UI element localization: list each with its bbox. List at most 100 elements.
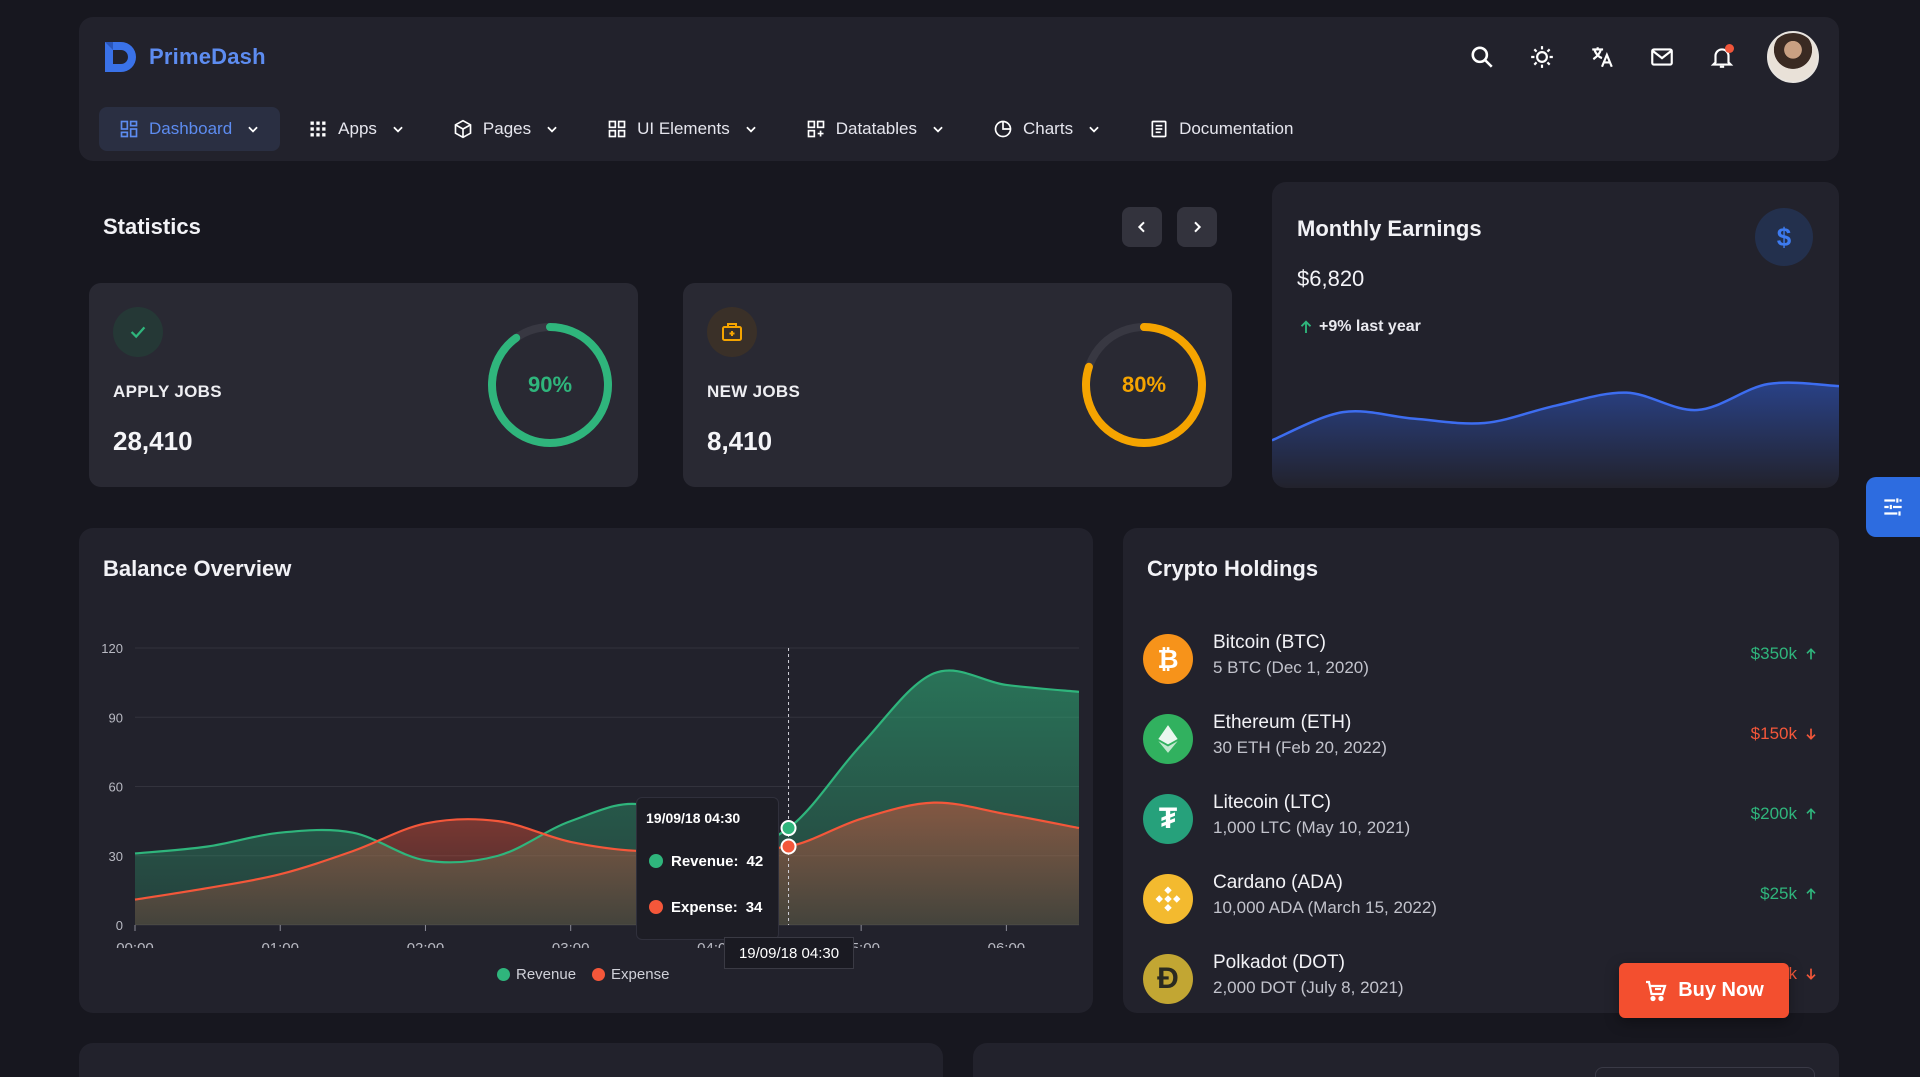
earnings-title: Monthly Earnings [1297,216,1482,241]
stat-label: APPLY JOBS [113,382,222,401]
crypto-title: Crypto Holdings [1147,556,1319,581]
logo[interactable]: PrimeDash [101,38,266,76]
x-tick-label: 06:00 [988,940,1026,948]
arrow-down-icon [1806,968,1816,980]
crosshair-label: 19/09/18 04:30 [724,937,854,969]
tooltip-value: 42 [746,852,764,870]
earnings-amount: $6,820 [1297,266,1365,291]
nav-item-documentation[interactable]: Documentation [1129,107,1313,151]
y-tick-label: 120 [101,641,123,656]
nav-item-datatables[interactable]: Datatables [786,107,965,151]
translate-icon[interactable] [1587,42,1617,72]
list-item[interactable]: ₮ Litecoin (LTC) 1,000 LTC (May 10, 2021… [1143,780,1819,850]
dollar-icon: $ [1755,208,1813,266]
expense-marker[interactable] [780,838,797,855]
percent-label: 80% [1121,372,1167,397]
revenue-dot [649,854,663,868]
chevron-right-icon [1194,221,1202,233]
coin-name: Polkadot (DOT) [1213,952,1345,973]
x-tick-label: 04:00 [697,940,735,948]
coin-detail: 2,000 DOT (July 8, 2021) [1213,978,1404,997]
balance-overview-card: Balance Overview 0 30 60 90 120 00:00 01:00 02:… [79,528,1093,1013]
nav-label: Pages [482,119,532,138]
y-tick-label: 60 [109,780,123,795]
nav-item-charts[interactable]: Charts [973,107,1121,151]
arrow-up-icon [1300,320,1312,333]
coin-value-text: $350k [1750,644,1797,663]
tooltip-value: 34 [745,898,763,916]
settings-panel-toggle[interactable] [1866,477,1920,537]
expense-line [134,801,1080,901]
y-tick-label: 90 [109,710,123,725]
crypto-holdings-card: Crypto Holdings ₿ Bitcoin (BTC) 5 BTC (D… [1123,528,1839,1013]
avatar[interactable] [1767,31,1819,83]
arrow-down-icon [1806,728,1816,740]
coin-value: $150k [1751,724,1819,744]
tooltip-label: Expense: [671,898,738,916]
y-tick-label: 30 [109,849,123,864]
sparkline-line [1272,381,1839,442]
sparkline-area [1272,382,1839,488]
table-icon [807,120,825,138]
main-nav: Dashboard Apps Pages UI Elements Datatab… [99,107,1313,151]
notification-dot [1725,44,1734,53]
progress-ring: 80% [1080,321,1208,449]
nav-item-ui-elements[interactable]: UI Elements [587,107,778,151]
progress-arc [1082,323,1206,447]
coin-value: k [1789,964,1820,984]
coin-name: Ethereum (ETH) [1213,712,1352,733]
nav-item-pages[interactable]: Pages [433,107,579,151]
cube-icon [454,119,472,139]
list-item[interactable]: Cardano (ADA) 10,000 ADA (March 15, 2022… [1143,860,1819,930]
x-tick-label: 02:00 [407,940,445,948]
buy-now-button[interactable]: Buy Now [1619,963,1789,1018]
monthly-earnings-card: Monthly Earnings $ $6,820 +9% last year [1272,182,1839,488]
list-item[interactable]: ₿ Bitcoin (BTC) 5 BTC (Dec 1, 2020) $350… [1143,620,1819,690]
progress-ring: 90% [486,321,614,449]
coin-value-text: k [1788,964,1798,983]
nav-label: Apps [338,119,377,138]
coin-detail: 30 ETH (Feb 20, 2022) [1213,738,1387,757]
progress-arc [488,323,612,447]
statistics-title: Statistics [103,214,201,239]
tooltip-time: 19/09/18 04:30 [646,810,741,826]
coin-value-text: $200k [1750,804,1797,823]
arrow-up-icon [1806,888,1816,900]
bottom-card-control[interactable] [1595,1067,1815,1077]
chevron-down-icon [248,126,258,133]
prev-arrow-button[interactable] [1122,207,1162,247]
chevron-down-icon [746,126,756,133]
new-jobs-card: NEW JOBS 8,410 80% [683,283,1232,487]
mail-icon[interactable] [1647,42,1677,72]
nav-label: Documentation [1179,119,1294,138]
legend-expense[interactable]: Expense [592,966,669,983]
nav-item-dashboard[interactable]: Dashboard [99,107,281,151]
bell-icon[interactable] [1707,42,1737,72]
buy-now-label: Buy Now [1678,979,1764,1001]
litecoin-icon: ₮ [1143,794,1193,844]
header-actions [1467,31,1819,83]
coin-name: Cardano (ADA) [1213,872,1343,893]
coin-value-text: $150k [1750,724,1797,743]
coin-name: Bitcoin (BTC) [1213,632,1326,653]
chevron-down-icon [547,126,557,133]
chevron-left-icon [1137,221,1145,233]
next-arrow-button[interactable] [1177,207,1217,247]
theme-toggle-icon[interactable] [1527,42,1557,72]
polkadot-icon: Đ [1143,954,1193,1004]
list-item[interactable]: Ethereum (ETH) 30 ETH (Feb 20, 2022) $15… [1143,700,1819,770]
check-icon [113,307,163,357]
list-item[interactable]: Đ Polkadot (DOT) 2,000 DOT (July 8, 2021… [1143,940,1819,1010]
revenue-line [134,669,1080,864]
search-icon[interactable] [1467,42,1497,72]
balance-title: Balance Overview [103,556,292,581]
coin-value: $350k [1751,644,1819,664]
chevron-down-icon [393,126,403,133]
chart-legend: Revenue Expense [497,966,669,983]
briefcase-icon [707,307,757,357]
earnings-change: +9% last year [1297,318,1421,336]
cart-icon [1646,980,1667,1001]
legend-revenue[interactable]: Revenue [497,966,576,983]
revenue-marker[interactable] [780,820,797,837]
nav-item-apps[interactable]: Apps [288,107,425,151]
